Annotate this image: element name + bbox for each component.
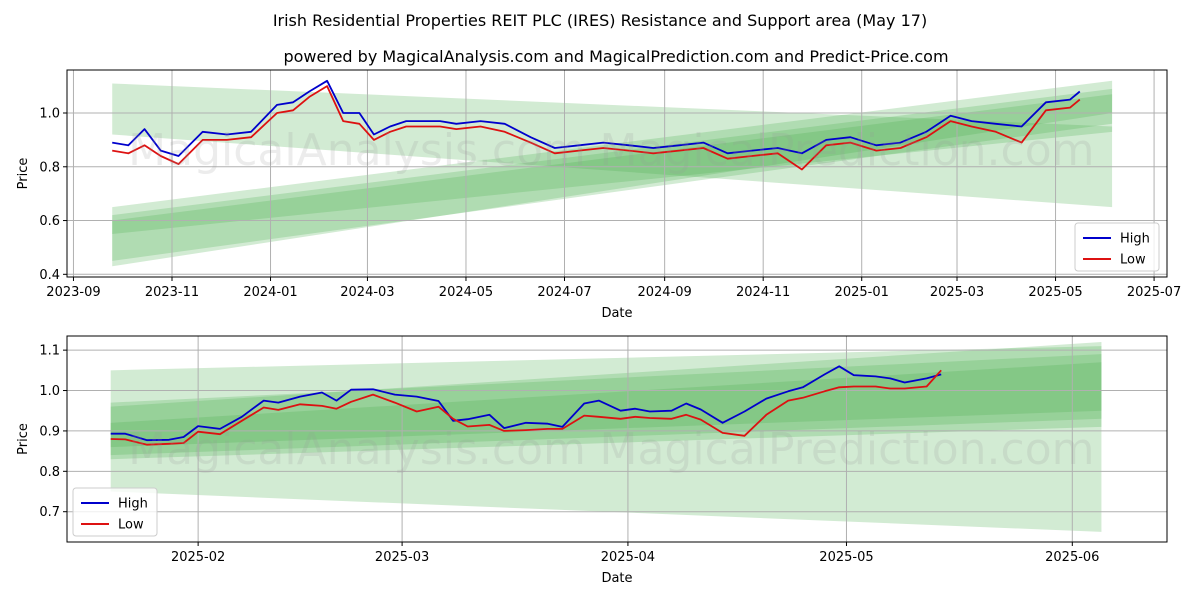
x-tick-label: 2024-03 <box>340 285 394 300</box>
chart-subtitle: powered by MagicalAnalysis.com and Magic… <box>283 47 948 66</box>
x-tick-label: 2024-05 <box>439 285 493 300</box>
watermark-text: MagicalAnalysis.com <box>128 125 586 176</box>
plot-frame <box>66 335 1168 543</box>
x-tick-label: 2025-07 <box>1127 285 1181 300</box>
y-tick-label: 0.7 <box>39 505 60 520</box>
support-resistance-band-4 <box>110 342 1102 460</box>
x-tick-label: 2025-02 <box>171 550 225 565</box>
legend-label-high: High <box>1120 232 1150 247</box>
x-tick-label: 2025-05 <box>819 550 873 565</box>
y-tick-label: 0.9 <box>39 424 60 439</box>
legend-label-low: Low <box>118 518 144 533</box>
x-tick-label: 2025-06 <box>1045 550 1099 565</box>
y-tick-label: 1.0 <box>39 384 60 399</box>
chart-panel-2: 2025-02 2025-03 2025-04 2025-05 2025-06 0.7 0.… <box>16 335 1168 586</box>
x-tick-label: 2024-11 <box>736 285 790 300</box>
x-tick-label: 2025-05 <box>1028 285 1082 300</box>
x-tick-label: 2025-04 <box>601 550 655 565</box>
series-line-low <box>110 369 942 446</box>
plot-frame <box>66 69 1168 278</box>
legend: High Low <box>1074 222 1160 272</box>
legend-box <box>1074 222 1160 272</box>
x-tick-label: 2023-09 <box>46 285 100 300</box>
watermark-text: MagicalPrediction.com <box>600 424 1095 475</box>
chart-panel-1: 2023-09 2023-11 2024-01 2024-03 2024-05 2024-… <box>16 69 1181 321</box>
y-tick-label: 0.6 <box>39 214 60 229</box>
x-axis-label: Date <box>601 306 632 321</box>
y-tick-label: 1.0 <box>39 107 60 122</box>
series-line-low <box>112 85 1081 171</box>
x-tick-label: 2025-01 <box>835 285 889 300</box>
chart-title: Irish Residential Properties REIT PLC (I… <box>273 11 927 30</box>
x-tick-label: 2025-03 <box>930 285 984 300</box>
legend-label-low: Low <box>1120 253 1146 268</box>
x-tick-label: 2024-07 <box>537 285 591 300</box>
watermark-text: MagicalPrediction.com <box>600 125 1095 176</box>
support-resistance-band-3 <box>110 346 1102 532</box>
x-axis-label: Date <box>601 571 632 586</box>
x-tick-label: 2024-01 <box>243 285 297 300</box>
y-tick-label: 0.4 <box>39 268 60 283</box>
y-tick-label: 0.8 <box>39 160 60 175</box>
x-tick-label: 2024-09 <box>637 285 691 300</box>
legend-label-high: High <box>118 497 148 512</box>
y-tick-label: 1.1 <box>39 344 60 359</box>
x-tick-label: 2023-11 <box>145 285 199 300</box>
legend-box <box>72 487 158 537</box>
watermark-text: MagicalAnalysis.com <box>128 424 586 475</box>
x-tick-label: 2025-03 <box>375 550 429 565</box>
series-line-high <box>110 365 942 442</box>
legend: High Low <box>72 487 158 537</box>
y-axis-label: Price <box>16 158 31 190</box>
y-axis-label: Price <box>16 423 31 455</box>
series-line-high <box>112 79 1081 157</box>
y-tick-label: 0.8 <box>39 465 60 480</box>
